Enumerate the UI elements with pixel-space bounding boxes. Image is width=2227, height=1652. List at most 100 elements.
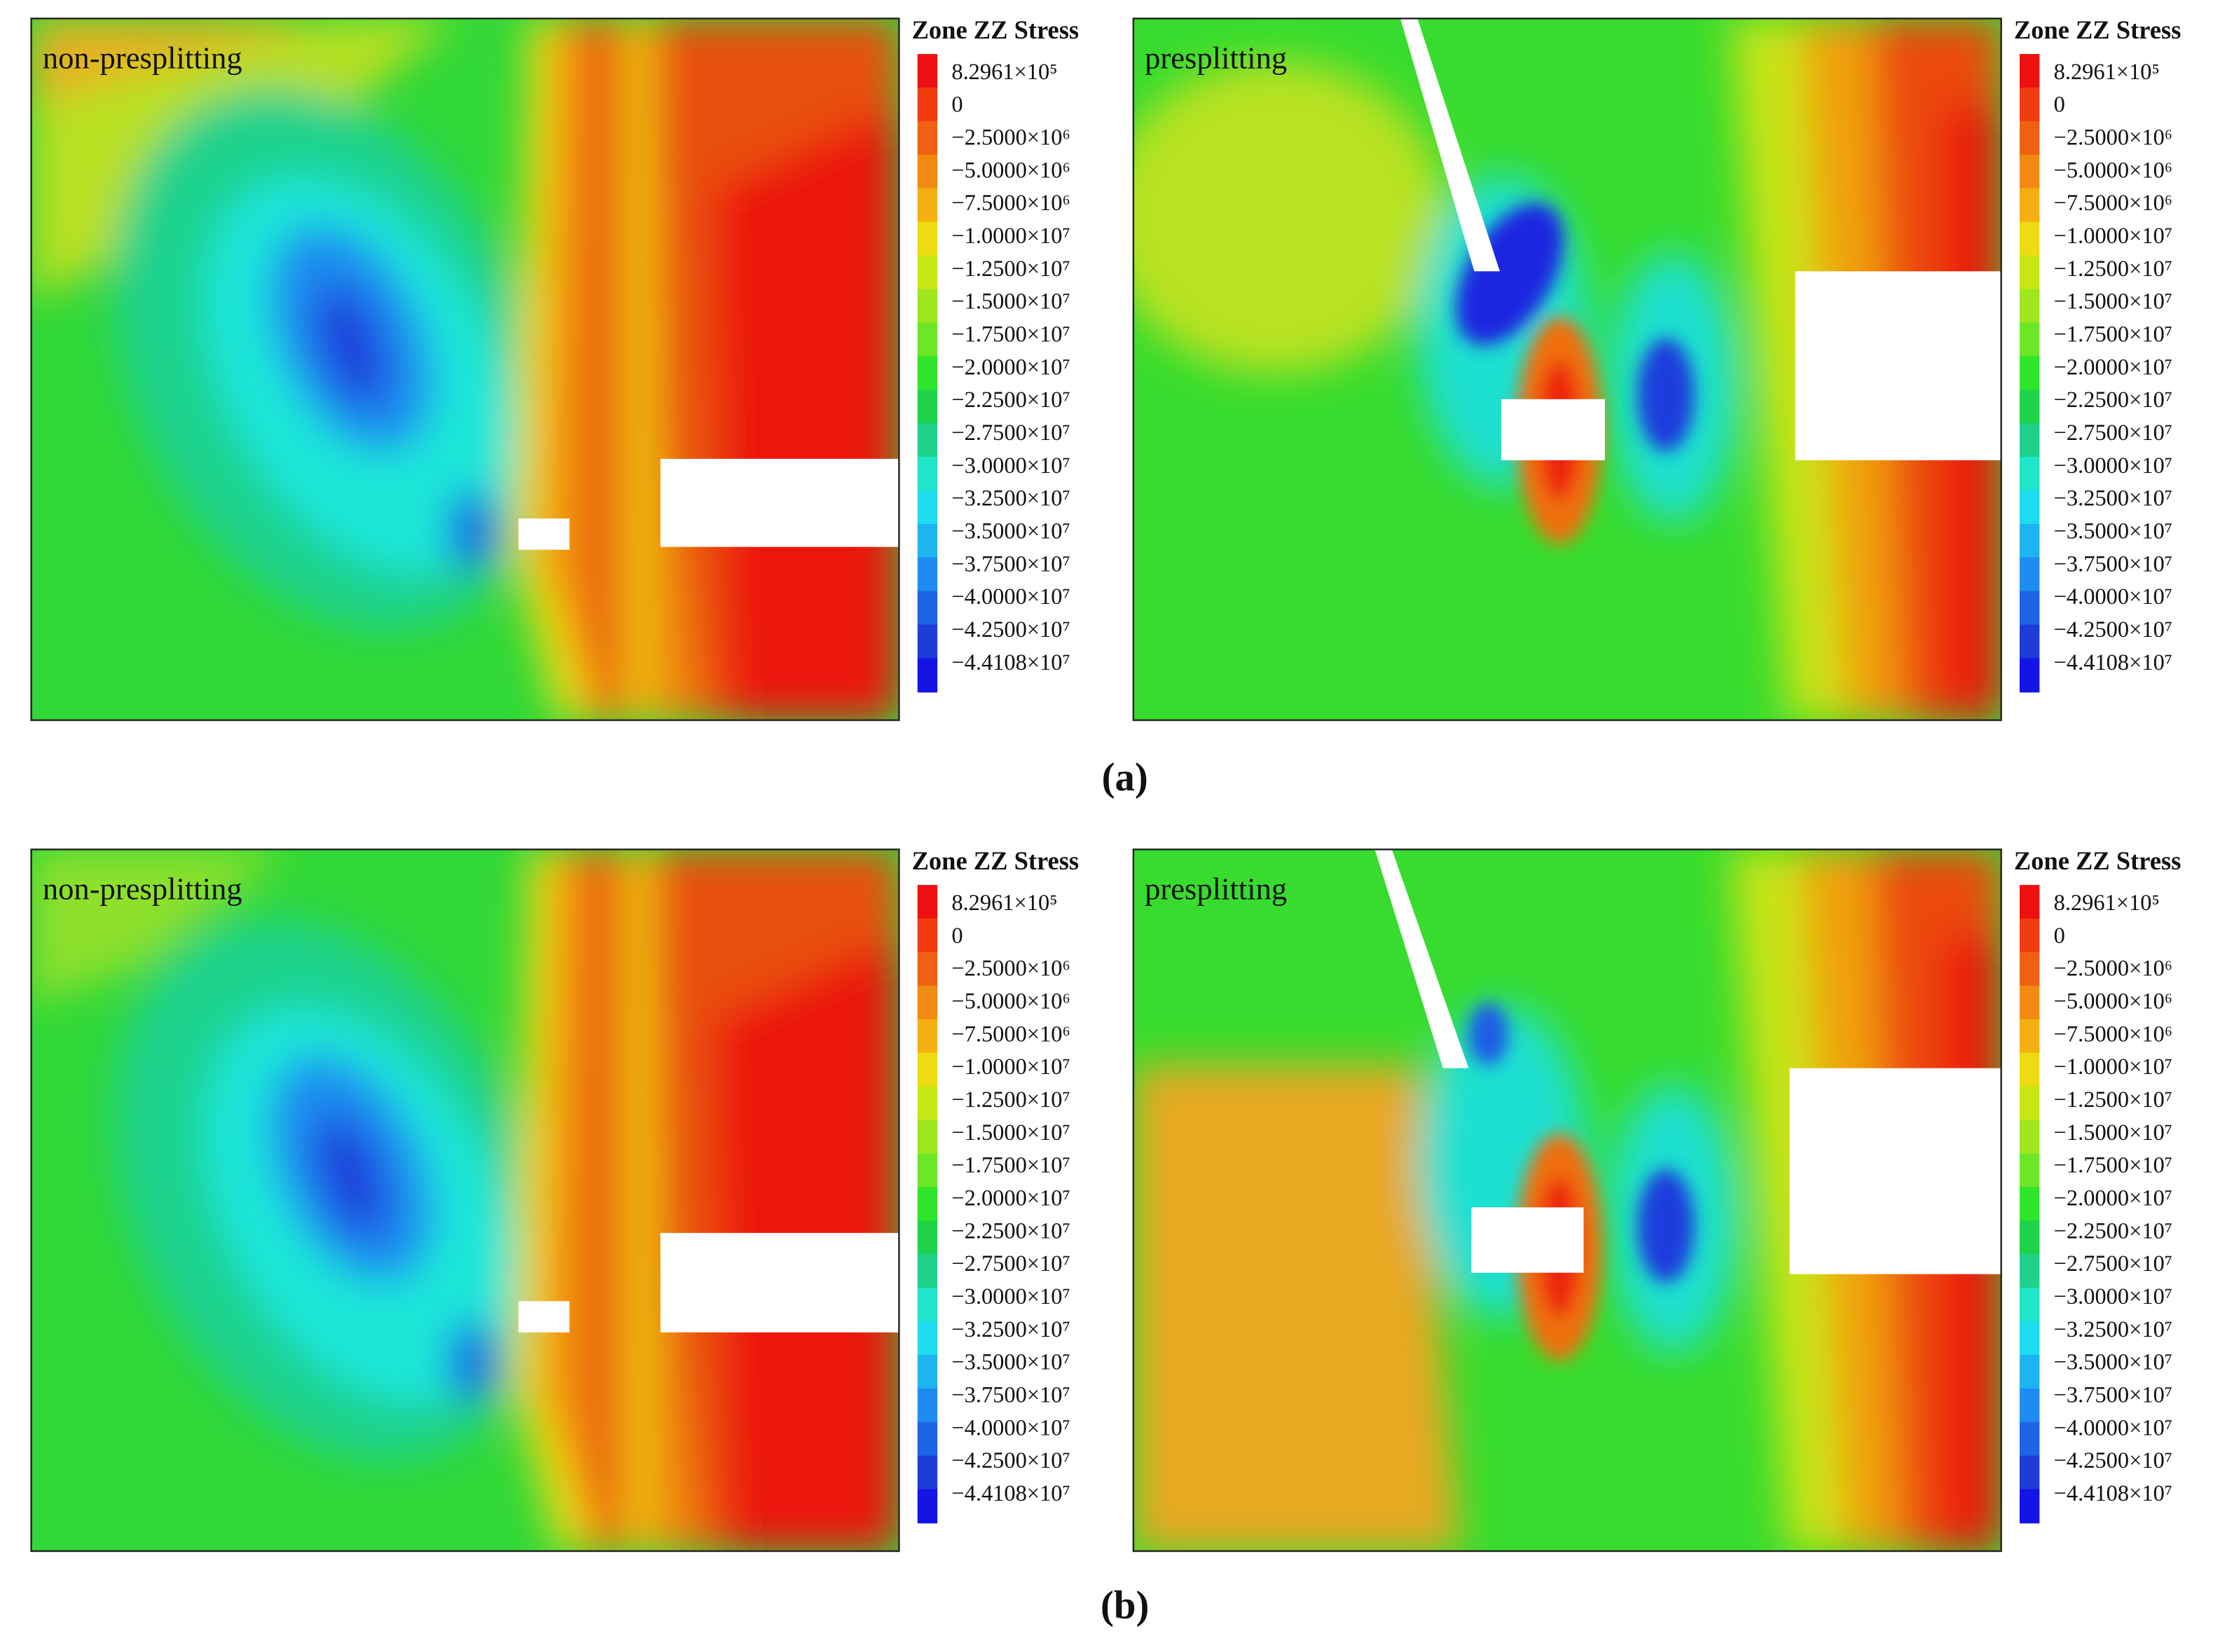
- legend-title: Zone ZZ Stress: [912, 15, 1080, 44]
- contour: [592, 18, 618, 720]
- legend-swatch: [917, 289, 938, 324]
- legend-label: −2.5000×10⁶: [951, 125, 1070, 151]
- panel-label: non-presplitting: [43, 40, 242, 75]
- contour: [628, 849, 648, 1551]
- legend-label: −4.0000×10⁷: [951, 1415, 1070, 1440]
- legend-label: −1.0000×10⁷: [2054, 1054, 2172, 1080]
- legend-swatch: [2019, 1254, 2040, 1289]
- legend-title: Zone ZZ Stress: [2014, 15, 2181, 44]
- contour: [1637, 1169, 1695, 1283]
- legend-label: −4.2500×10⁷: [951, 617, 1070, 642]
- legend-swatch: [2019, 322, 2040, 357]
- legend-label: −3.2500×10⁷: [2054, 1317, 2172, 1342]
- legend-swatch: [917, 1019, 938, 1054]
- contour: [314, 1115, 388, 1237]
- legend-swatch: [917, 221, 938, 256]
- legend-label: −3.5000×10⁷: [951, 519, 1070, 544]
- legend-label: −3.2500×10⁷: [2054, 486, 2172, 511]
- caption: (a): [1102, 755, 1148, 799]
- contour: [1468, 1003, 1509, 1066]
- legend-swatch: [2019, 523, 2040, 558]
- legend-label: −4.0000×10⁷: [2054, 584, 2172, 610]
- legend-swatch: [2019, 289, 2040, 324]
- legend-label: −1.7500×10⁷: [951, 1153, 1070, 1178]
- legend-label: −1.7500×10⁷: [951, 322, 1070, 347]
- legend-swatch: [2019, 1187, 2040, 1222]
- legend-swatch: [917, 1120, 938, 1155]
- legend-label: 0: [2054, 923, 2065, 949]
- legend-label: −2.0000×10⁷: [951, 1185, 1070, 1211]
- legend-swatch: [917, 154, 938, 189]
- legend-label: −2.7500×10⁷: [951, 420, 1070, 446]
- legend-label: −3.2500×10⁷: [951, 486, 1070, 511]
- legend-label: −5.0000×10⁶: [951, 989, 1070, 1014]
- legend-swatch: [917, 918, 938, 953]
- legend-label: −7.5000×10⁶: [2054, 1021, 2172, 1047]
- legend-label: −4.4108×10⁷: [2054, 650, 2172, 675]
- legend-label: −3.0000×10⁷: [951, 453, 1070, 479]
- legend-label: 0: [2054, 92, 2065, 118]
- contour-panel: [31, 18, 899, 720]
- legend-swatch: [917, 1422, 938, 1457]
- legend-swatch: [917, 1052, 938, 1087]
- legend-swatch: [2019, 390, 2040, 425]
- legend-swatch: [917, 1388, 938, 1423]
- legend-label: −2.2500×10⁷: [2054, 387, 2172, 413]
- contour: [1637, 338, 1695, 452]
- legend-label: −2.0000×10⁷: [951, 355, 1070, 380]
- legend-label: −1.5000×10⁷: [951, 1120, 1070, 1145]
- legend-swatch: [2019, 918, 2040, 953]
- legend-swatch: [2019, 1052, 2040, 1087]
- legend-label: −5.0000×10⁶: [2054, 158, 2172, 183]
- legend-label: −4.2500×10⁷: [2054, 1448, 2172, 1473]
- legend-swatch: [2019, 423, 2040, 458]
- legend-swatch: [917, 1354, 938, 1389]
- legend-swatch: [917, 356, 938, 391]
- legend-swatch: [917, 1153, 938, 1188]
- legend-swatch: [2019, 457, 2040, 491]
- legend-label: −3.0000×10⁷: [2054, 1284, 2172, 1309]
- panel-frame: [1132, 848, 2002, 1553]
- legend-label: −2.5000×10⁶: [2054, 956, 2172, 982]
- legend-label: −1.2500×10⁷: [2054, 1087, 2172, 1113]
- contour-panel: [31, 849, 899, 1551]
- legend-swatch: [2019, 557, 2040, 592]
- panel-label: non-presplitting: [43, 872, 242, 907]
- contour: [628, 18, 648, 720]
- contour: [448, 1321, 495, 1401]
- legend-label: 0: [951, 923, 963, 949]
- legend-label: −3.2500×10⁷: [951, 1317, 1070, 1342]
- legend-swatch: [917, 591, 938, 626]
- contour: [1133, 1065, 1461, 1551]
- legend-swatch: [2019, 255, 2040, 290]
- legend-label: −4.4108×10⁷: [951, 1481, 1070, 1506]
- legend-swatch: [2019, 591, 2040, 626]
- contour: [31, 849, 287, 1006]
- legend-label: −1.2500×10⁷: [951, 1087, 1070, 1113]
- caption: (b): [1101, 1583, 1149, 1627]
- legend-label: −4.4108×10⁷: [2054, 1481, 2172, 1506]
- excavation: [660, 458, 899, 547]
- legend-label: −7.5000×10⁶: [951, 1021, 1070, 1047]
- legend-label: −1.7500×10⁷: [2054, 1153, 2172, 1178]
- legend-label: −5.0000×10⁶: [951, 158, 1070, 183]
- legend-swatch: [2019, 1354, 2040, 1389]
- legend-swatch: [2019, 1120, 2040, 1155]
- legend-swatch: [2019, 121, 2040, 156]
- legend-swatch: [2019, 1153, 2040, 1188]
- legend-label: −3.0000×10⁷: [951, 1284, 1070, 1309]
- legend-label: 8.2961×10⁵: [2054, 890, 2160, 916]
- panel-frame: [1132, 18, 2002, 722]
- legend-swatch: [917, 88, 938, 122]
- presplit-slot: [1400, 18, 1500, 272]
- contour-panel: [1133, 18, 2001, 720]
- legend-swatch: [917, 1220, 938, 1255]
- legend-title: Zone ZZ Stress: [2014, 846, 2181, 875]
- legend-label: −4.4108×10⁷: [951, 650, 1070, 675]
- legend-label: −3.7500×10⁷: [951, 551, 1070, 577]
- legend-label: −4.2500×10⁷: [2054, 617, 2172, 642]
- legend-swatch: [2019, 1086, 2040, 1121]
- legend-swatch: [917, 188, 938, 223]
- legend-swatch: [2019, 1288, 2040, 1322]
